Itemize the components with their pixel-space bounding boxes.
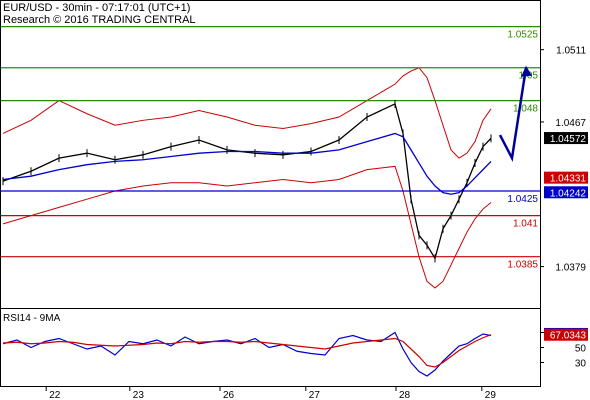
rsi-y-tick-label: 50 <box>575 344 587 355</box>
lower-band-line <box>2 165 492 289</box>
rsi-tag-box <box>544 328 588 341</box>
main-price-tags: 1.04572 1.04331 1.04242 <box>544 132 588 199</box>
y-tick-label: 1.0467 <box>555 118 586 129</box>
rsi-tag-label: 67.0343 <box>550 331 587 342</box>
level-label: 1.0385 <box>507 260 538 271</box>
upper-band-line <box>2 67 492 159</box>
x-tick-label: 29 <box>485 390 497 400</box>
level-label: 1.05 <box>519 71 539 82</box>
y-tick-label: 1.0379 <box>555 263 586 274</box>
projection-arrow <box>498 65 532 163</box>
x-tick-label: 22 <box>49 390 61 400</box>
x-tick-label: 28 <box>399 390 411 400</box>
projection-line <box>498 67 528 163</box>
level-label: 1.048 <box>513 104 538 115</box>
x-axis: 22 23 26 27 28 29 <box>45 386 497 400</box>
level-label: 1.0425 <box>507 194 538 205</box>
moving-average-series <box>2 132 492 195</box>
x-tick-label: 23 <box>133 390 145 400</box>
ma-line <box>2 132 492 195</box>
chart-title: EUR/USD - 30min - 07:17:01 (UTC+1) <box>3 2 191 14</box>
projection-arrowhead <box>521 65 532 77</box>
price-levels: 1.0525 1.05 1.048 1.0425 1.041 1.0385 <box>1 26 540 271</box>
x-tick-label: 27 <box>309 390 321 400</box>
rsi-line <box>2 331 492 377</box>
rsi-y-tick-label: 30 <box>575 359 587 370</box>
rsi-title: RSI14 - 9MA <box>3 313 61 324</box>
x-tick-label: 26 <box>223 390 235 400</box>
price-tag-label: 1.04572 <box>550 134 587 145</box>
price-tag-label: 1.04242 <box>550 188 587 199</box>
price-line <box>2 102 492 260</box>
level-label: 1.0525 <box>507 30 538 41</box>
y-tick-label: 1.0511 <box>556 46 586 57</box>
rsi-series <box>2 331 492 377</box>
price-tag-box <box>544 171 588 184</box>
price-tag-box <box>544 132 588 145</box>
main-y-axis: 1.0511 1.0467 1.0379 <box>540 46 586 274</box>
price-tag-label: 1.04331 <box>550 174 587 185</box>
price-tag-box <box>544 186 588 199</box>
rsi-ma-line <box>2 334 492 368</box>
price-series <box>2 99 492 263</box>
chart-subtitle: Research © 2016 TRADING CENTRAL <box>3 14 196 26</box>
level-label: 1.041 <box>513 219 538 230</box>
rsi-price-tags: 68.062767.0343 <box>544 327 588 342</box>
